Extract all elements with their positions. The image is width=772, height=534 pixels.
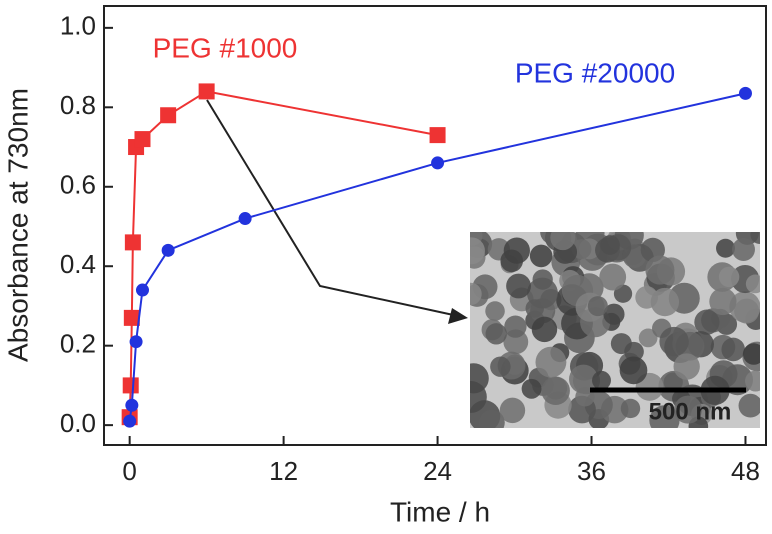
- particle: [532, 269, 553, 290]
- particle: [716, 238, 735, 258]
- particle: [503, 237, 530, 264]
- particle: [575, 387, 595, 407]
- point: [429, 127, 446, 144]
- particle: [673, 353, 700, 380]
- particle: [569, 364, 598, 394]
- x-axis-title: Time / h: [390, 496, 490, 527]
- particle: [506, 273, 531, 299]
- particle: [470, 237, 485, 265]
- point: [738, 86, 752, 100]
- point: [135, 283, 149, 297]
- particle: [745, 370, 760, 392]
- particle: [649, 405, 680, 428]
- series-label: PEG #20000: [515, 57, 675, 88]
- point: [123, 309, 140, 326]
- particle: [709, 287, 737, 316]
- x-tick-label: 0: [122, 456, 136, 486]
- particle: [743, 343, 760, 365]
- particle: [694, 309, 720, 335]
- particle: [734, 298, 760, 324]
- particle: [738, 393, 760, 418]
- point: [124, 234, 141, 251]
- particle: [750, 232, 760, 244]
- y-tick-label: 0.2: [60, 329, 96, 359]
- particle: [745, 274, 760, 294]
- particle: [550, 232, 576, 251]
- particle: [499, 397, 526, 424]
- y-tick-label: 0.4: [60, 249, 96, 279]
- particle: [638, 328, 658, 348]
- particle: [485, 301, 505, 321]
- particle: [531, 316, 558, 343]
- arrowhead: [448, 308, 468, 324]
- y-tick-label: 1.0: [60, 11, 96, 41]
- x-tick-label: 24: [423, 456, 452, 486]
- particle: [599, 263, 627, 291]
- particle: [721, 337, 745, 362]
- particle: [673, 395, 703, 424]
- series-line: [128, 90, 438, 418]
- arrow: [206, 99, 459, 317]
- y-tick-label: 0.6: [60, 170, 96, 200]
- particle: [521, 378, 542, 399]
- y-tick-label: 0.8: [60, 90, 96, 120]
- particle: [663, 372, 683, 392]
- particle: [624, 341, 644, 362]
- point: [160, 107, 177, 124]
- point: [161, 243, 175, 257]
- particle: [535, 346, 567, 378]
- y-tick-label: 0.0: [60, 408, 96, 438]
- particle: [603, 303, 625, 325]
- y-axis-title: Absorbance at 730nm: [2, 88, 33, 362]
- point: [431, 156, 445, 170]
- particle: [470, 282, 482, 306]
- particle: [504, 315, 527, 338]
- point: [122, 377, 139, 394]
- particle: [645, 255, 675, 285]
- particle: [592, 370, 611, 390]
- particle: [490, 356, 511, 377]
- x-tick-label: 12: [269, 456, 298, 486]
- particle: [718, 266, 740, 288]
- particle: [541, 376, 570, 406]
- scale-bar-label: 500 nm: [649, 398, 732, 425]
- x-tick-label: 48: [731, 456, 760, 486]
- particle: [529, 244, 553, 268]
- particle: [620, 398, 641, 419]
- point: [123, 414, 137, 428]
- particle: [600, 235, 620, 255]
- series-label: PEG #1000: [153, 32, 298, 63]
- series-line: [128, 92, 746, 422]
- x-tick-label: 36: [577, 456, 606, 486]
- point: [238, 212, 252, 226]
- particle: [659, 326, 689, 357]
- particle: [650, 287, 680, 317]
- tem-inset: [470, 232, 760, 428]
- point: [198, 83, 215, 100]
- particle: [470, 363, 489, 394]
- particle: [587, 296, 608, 317]
- particle: [478, 409, 505, 428]
- particle: [485, 323, 507, 345]
- particle: [619, 356, 648, 385]
- point: [125, 398, 139, 412]
- point: [134, 131, 151, 148]
- plot-frame: [103, 5, 767, 446]
- particle: [732, 238, 755, 261]
- point: [129, 335, 143, 349]
